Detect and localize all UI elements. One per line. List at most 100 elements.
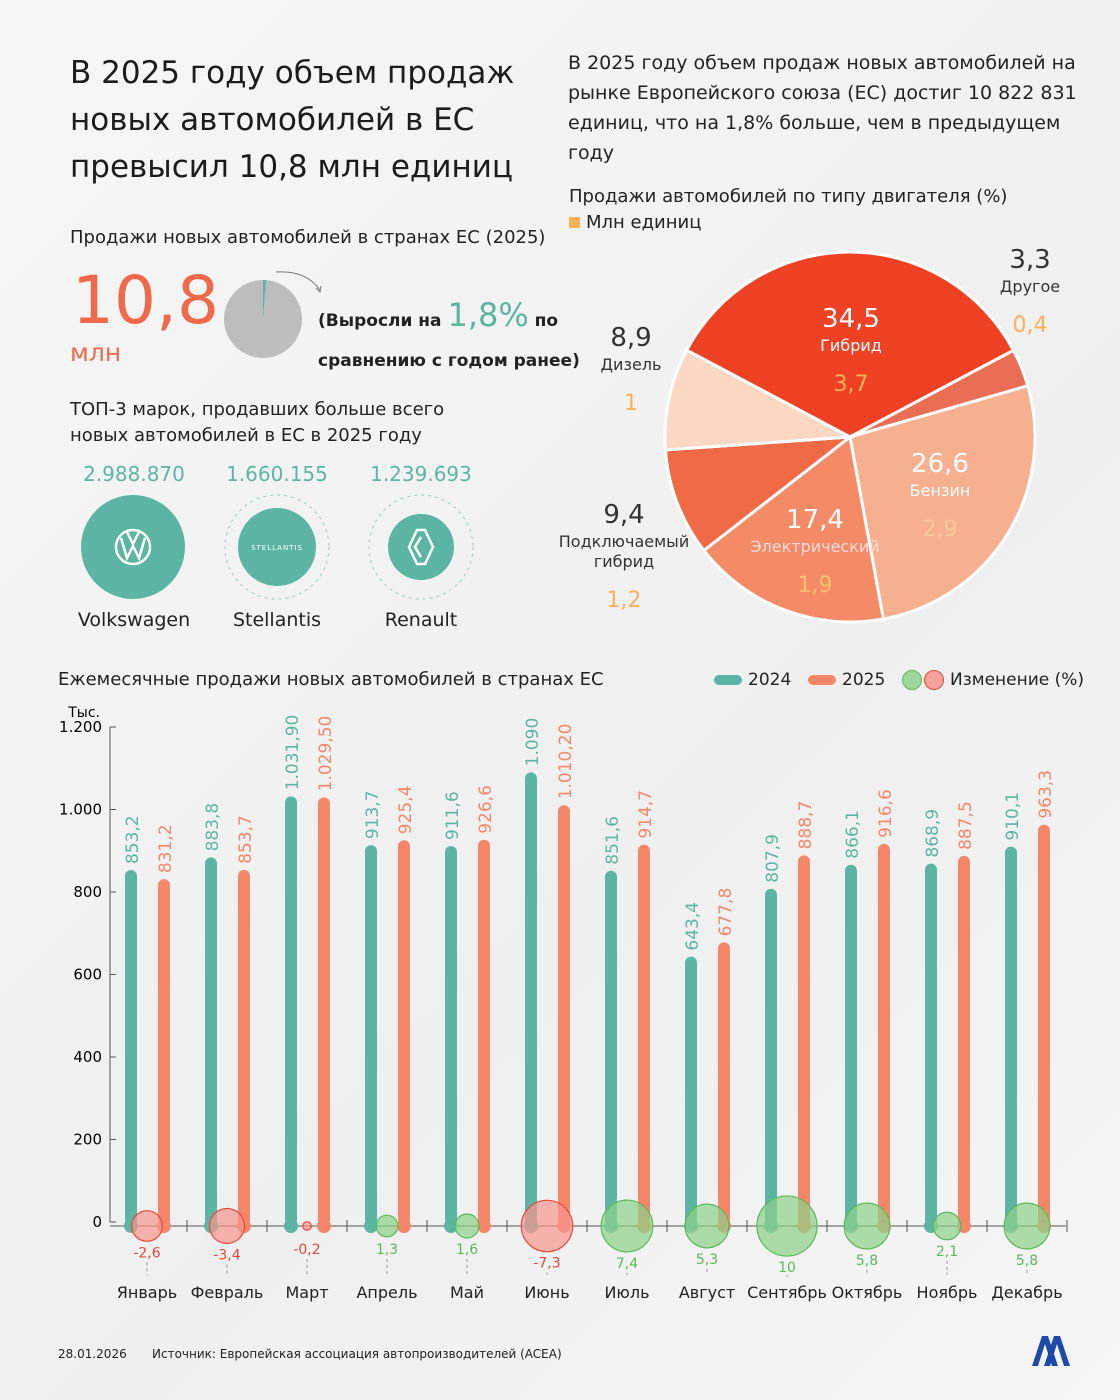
- slice-percent: 34,5: [822, 304, 880, 334]
- month-label: Март: [285, 1283, 328, 1302]
- bar-2025: [958, 855, 970, 1226]
- bar-2025: [318, 797, 330, 1226]
- pie-slice: [848, 383, 1037, 621]
- change-bubble: [1003, 1202, 1051, 1250]
- y-tick-label: 0: [92, 1213, 102, 1231]
- bar-value-label: 887,5: [956, 801, 976, 850]
- bar-value-label: 853,2: [123, 815, 143, 864]
- month-label: Июнь: [524, 1283, 569, 1302]
- svg-text:STELLANTIS: STELLANTIS: [251, 544, 303, 552]
- pie-slice: [663, 435, 855, 553]
- y-tick-label: 800: [73, 883, 102, 901]
- slice-label: Гибрид: [820, 336, 882, 355]
- change-bubble: [932, 1211, 962, 1241]
- change-bubble: [131, 1210, 163, 1242]
- slice-label: Подключаемый: [559, 532, 689, 551]
- slice-label: Дизель: [601, 355, 662, 374]
- pie-legend: Млн единиц: [569, 212, 701, 233]
- legend-change: Изменение (%): [902, 670, 1084, 690]
- slice-label: Бензин: [910, 481, 971, 500]
- pie-title: Продажи автомобилей по типу двигателя (%…: [569, 186, 1008, 207]
- bar-2025: [478, 839, 490, 1226]
- slice-label: Другое: [1000, 277, 1060, 296]
- change-label: -7,3: [533, 1256, 560, 1272]
- legend-2025: 2025: [808, 670, 885, 690]
- page-title: В 2025 году объем продаж новых автомобил…: [70, 55, 515, 185]
- month-label: Декабрь: [991, 1283, 1062, 1302]
- month-label: Ноябрь: [917, 1283, 978, 1302]
- bar-cap: [477, 1219, 491, 1233]
- bar-cap: [317, 1219, 331, 1233]
- bar-value-label: 925,4: [396, 786, 416, 835]
- bar-cap: [364, 1219, 378, 1233]
- legend-2024: 2024: [714, 670, 791, 690]
- change-bubble: [600, 1199, 654, 1253]
- intro-text: В 2025 году объем продаж новых автомобил…: [568, 52, 1077, 164]
- bar-2025: [398, 840, 410, 1226]
- change-bubble: [843, 1202, 891, 1250]
- change-label: 5,8: [1016, 1253, 1038, 1269]
- footer-date: 28.01.2026: [58, 1347, 127, 1361]
- bar-value-label: 1.031,90: [283, 715, 303, 791]
- bar-2025: [238, 869, 250, 1226]
- slice-percent: 3,3: [1009, 245, 1050, 275]
- bar-cap: [444, 1219, 458, 1233]
- bar-title: Ежемесячные продажи новых автомобилей в …: [58, 669, 604, 690]
- change-bubble: [684, 1203, 730, 1249]
- bar-2024: [845, 864, 857, 1226]
- sales-heading: Продажи новых автомобилей в странах ЕС (…: [70, 227, 546, 248]
- change-bubble: [208, 1207, 246, 1245]
- bar-value-label: 911,6: [443, 791, 463, 840]
- legend-swatch: [569, 217, 580, 228]
- brand-value: 1.239.693: [370, 462, 472, 486]
- top3-heading: ТОП-3 марок, продавших больше всего новы…: [70, 399, 445, 446]
- bar-value-label: 913,7: [363, 790, 383, 839]
- slice-percent: 17,4: [786, 505, 844, 535]
- bar-value-label: 853,7: [236, 815, 256, 864]
- change-label: -3,4: [213, 1248, 240, 1264]
- sales-unit: млн: [70, 338, 122, 367]
- slice-percent: 26,6: [911, 449, 969, 479]
- y-tick-label: 1.000: [59, 801, 102, 819]
- monthly-sales-chart: Тыс. 0 200 400 600 800 1.000 1.200 853,2 831,2 -2,…: [59, 705, 1068, 1302]
- y-tick-label: 400: [73, 1048, 102, 1066]
- bar-value-label: 643,4: [683, 902, 703, 951]
- bar-cap: [397, 1219, 411, 1233]
- slice-units: 1,2: [607, 588, 642, 613]
- bar-value-label: 916,6: [876, 789, 896, 838]
- bar-value-label: 677,8: [716, 888, 736, 937]
- bar-2025: [1038, 824, 1050, 1226]
- bar-2025: [878, 843, 890, 1226]
- change-label: 10: [778, 1260, 796, 1276]
- bar-2025: [718, 942, 730, 1226]
- bar-value-label: 1.090: [523, 718, 543, 767]
- bar-value-label: 851,6: [603, 816, 623, 865]
- bar-value-label: 914,7: [636, 790, 656, 839]
- aa-logo: [1032, 1336, 1070, 1366]
- bar-2024: [365, 845, 377, 1226]
- change-label: 5,3: [696, 1252, 718, 1268]
- bar-2024: [925, 863, 937, 1226]
- bar-2025: [638, 844, 650, 1226]
- bar-2025: [158, 879, 170, 1226]
- bar-2024: [445, 845, 457, 1226]
- pie-slice: [663, 348, 856, 452]
- month-label: Октябрь: [832, 1283, 903, 1302]
- bar-2024: [685, 956, 697, 1226]
- growth-text: (Выросли на 1,8% по сравнению с годом ра…: [318, 296, 580, 371]
- bar-value-label: 883,8: [203, 803, 223, 852]
- change-bubble: [375, 1214, 399, 1238]
- sales-value: 10,8: [72, 262, 219, 339]
- bar-value-label: 807,9: [763, 834, 783, 883]
- pie-slice: [701, 434, 886, 624]
- renault-logo: [368, 494, 474, 600]
- bar-2024: [1005, 846, 1017, 1226]
- month-label: Июль: [604, 1283, 649, 1302]
- change-bubble: [756, 1195, 818, 1257]
- bar-2024: [125, 870, 137, 1226]
- slice-units: 1,9: [798, 573, 833, 598]
- pie-slice: [684, 250, 1016, 439]
- change-bubble: [454, 1213, 480, 1239]
- change-bubble: [302, 1221, 312, 1231]
- slice-units: 3,7: [834, 372, 869, 397]
